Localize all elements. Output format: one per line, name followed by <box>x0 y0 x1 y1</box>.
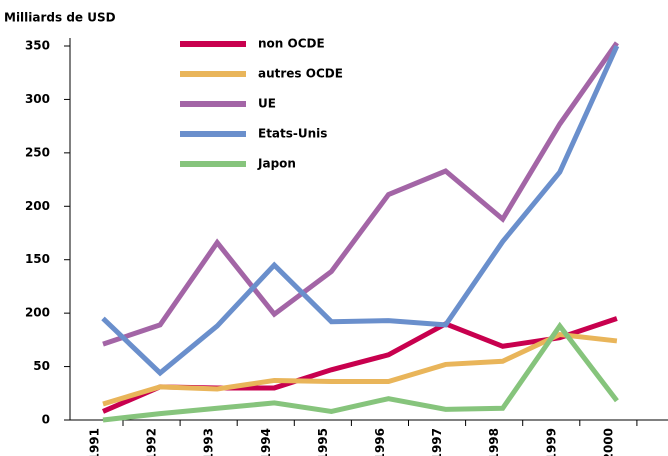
y-tick-label: 250 <box>25 145 50 159</box>
y-tick-label: 50 <box>33 359 50 373</box>
x-tick-label: 1994 <box>259 428 273 456</box>
series-line <box>102 41 619 347</box>
legend-label: Etats-Unis <box>258 127 327 141</box>
x-tick-label: 2000 <box>601 428 615 456</box>
legend-label: non OCDE <box>258 37 325 51</box>
series-line <box>101 44 620 377</box>
x-tick-label: 1996 <box>373 428 387 456</box>
series-line <box>102 331 618 407</box>
y-tick-label: 200 <box>25 199 50 213</box>
series-line <box>102 321 619 423</box>
y-tick-label: 300 <box>25 92 50 106</box>
y-tick-label: 150 <box>25 252 50 266</box>
legend-label: autres OCDE <box>258 67 343 81</box>
x-tick-label: 1992 <box>145 428 159 456</box>
legend-label: Japon <box>257 157 296 171</box>
x-tick-label: 1993 <box>202 428 216 456</box>
x-tick-label: 1999 <box>544 428 558 456</box>
legend-label: UE <box>258 97 276 111</box>
y-tick-label: 0 <box>42 413 50 427</box>
series-line <box>102 316 618 414</box>
x-tick-label: 1998 <box>487 428 501 456</box>
y-tick-label: 200 <box>25 306 50 320</box>
x-tick-label: 1997 <box>430 428 444 456</box>
y-tick-label: 350 <box>25 39 50 53</box>
y-axis-label: Milliards de USD <box>4 11 116 25</box>
x-tick-label: 1991 <box>88 428 102 456</box>
x-tick-label: 1995 <box>316 428 330 456</box>
